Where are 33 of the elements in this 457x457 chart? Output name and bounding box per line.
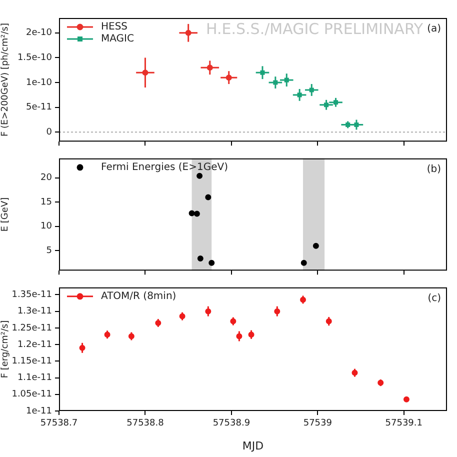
- legend-label: Fermi Energies (E>1GeV): [101, 162, 228, 173]
- y-tick-label: 10: [40, 222, 52, 232]
- y-axis-title: E [GeV]: [0, 197, 11, 232]
- x-tick-label: 57538.8: [126, 418, 164, 429]
- y-tick-label: 1.3e-11: [17, 306, 52, 317]
- x-tick-label: 57538.9: [212, 418, 250, 429]
- y-tick-label: 2e-10: [26, 28, 52, 38]
- y-tick-label: 1.15e-11: [12, 356, 52, 367]
- y-tick-label: 20: [40, 173, 52, 184]
- x-tick-label: 57539: [303, 418, 332, 429]
- y-tick-label: 1.25e-11: [12, 323, 52, 334]
- legend-label: HESS: [101, 22, 128, 33]
- y-tick-label: 5e-11: [26, 102, 52, 113]
- y-tick-label: 1e-10: [26, 78, 52, 88]
- x-tick-label: 57539.1: [385, 418, 422, 429]
- annotation: (c): [428, 292, 442, 304]
- legend-label: MAGIC: [101, 34, 134, 45]
- x-axis-title: MJD: [242, 439, 264, 452]
- y-tick-label: 1e-11: [26, 406, 52, 416]
- y-tick-label: 5: [46, 246, 52, 256]
- x-tick-label: 57538.7: [40, 418, 78, 429]
- y-tick-label: 15: [40, 197, 52, 208]
- annotation: (a): [427, 24, 442, 35]
- y-axis-title: F (E>200GeV) [ph/cm²/s]: [0, 23, 11, 137]
- y-tick-label: 1.35e-11: [12, 290, 52, 300]
- y-tick-label: 1.2e-11: [17, 340, 52, 350]
- y-axis-title: F [erg/cm²/s]: [0, 320, 11, 378]
- legend-label: ATOM/R (8min): [101, 290, 176, 302]
- y-tick-label: 1.1e-11: [17, 373, 52, 384]
- y-tick-label: 1.5e-10: [17, 53, 52, 64]
- y-tick-label: 0: [46, 128, 52, 138]
- annotation: (b): [426, 164, 442, 175]
- y-tick-label: 1.05e-11: [12, 390, 52, 400]
